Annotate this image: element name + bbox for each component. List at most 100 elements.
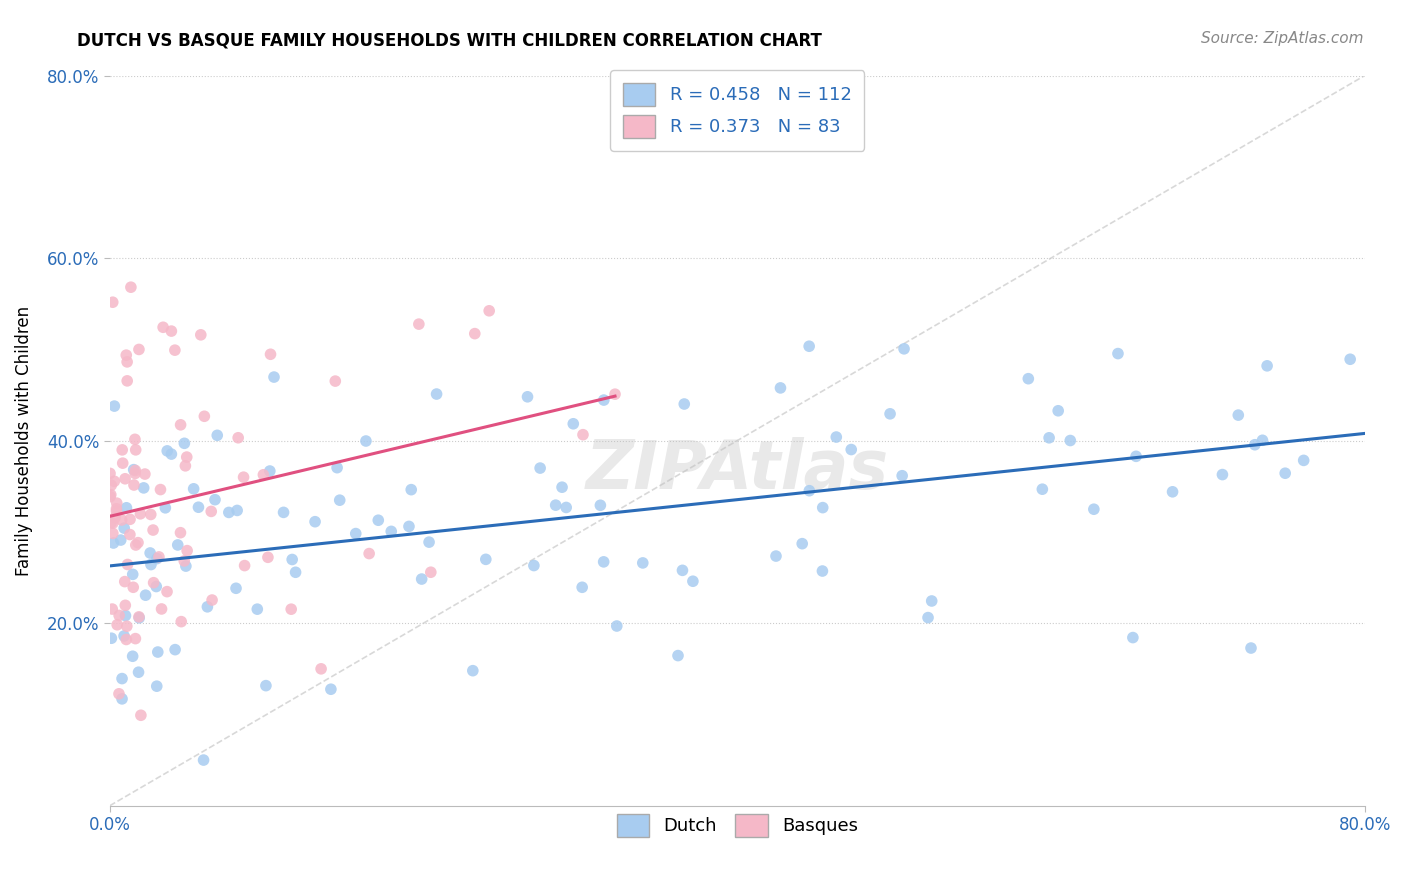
Point [145,679,167,693]
Point [326,460,349,475]
Point [121,649,143,664]
Point [252,467,274,482]
Point [103,475,125,489]
Point [354,434,377,448]
Point [631,556,654,570]
Point [122,478,145,492]
Point [128,343,150,357]
Point [207,428,229,442]
Point [111,691,134,706]
Point [1274,467,1296,481]
Point [127,535,149,549]
Point [592,555,614,569]
Point [1017,372,1039,386]
Point [187,500,209,515]
Point [155,500,177,515]
Point [111,442,134,457]
Point [114,608,136,623]
Point [139,558,162,572]
Point [174,559,197,574]
Point [551,480,574,494]
Point [122,463,145,477]
Point [129,708,152,723]
Point [917,610,939,624]
Point [101,602,124,616]
Point [1031,482,1053,496]
Point [200,504,222,518]
Point [475,552,498,566]
Point [201,593,224,607]
Point [765,549,787,563]
Point [129,507,152,521]
Point [418,535,440,549]
Point [183,482,205,496]
Point [125,538,148,552]
Point [108,608,131,623]
Point [571,580,593,594]
Point [124,463,146,477]
Point [523,558,546,573]
Point [169,525,191,540]
Legend: Dutch, Basques: Dutch, Basques [609,806,865,844]
Point [555,500,578,515]
Point [592,393,614,408]
Point [166,538,188,552]
Point [329,493,352,508]
Point [273,505,295,519]
Point [1211,467,1233,482]
Point [233,558,256,573]
Point [100,632,122,646]
Point [811,564,834,578]
Point [197,599,219,614]
Point [165,642,187,657]
Point [105,617,128,632]
Point [103,399,125,413]
Point [193,753,215,767]
Point [259,464,281,478]
Point [148,549,170,564]
Point [101,526,124,541]
Point [122,580,145,594]
Point [464,326,486,341]
Point [105,501,128,516]
Point [100,478,122,492]
Point [128,665,150,680]
Point [408,317,430,331]
Point [101,295,124,310]
Point [190,327,212,342]
Point [1256,359,1278,373]
Point [114,472,136,486]
Text: DUTCH VS BASQUE FAMILY HOUSEHOLDS WITH CHILDREN CORRELATION CHART: DUTCH VS BASQUE FAMILY HOUSEHOLDS WITH C… [77,31,823,49]
Point [682,574,704,589]
Point [606,619,628,633]
Point [98,467,121,481]
Point [115,374,138,388]
Point [1227,408,1250,422]
Point [204,492,226,507]
Point [1107,346,1129,360]
Text: Source: ZipAtlas.com: Source: ZipAtlas.com [1201,31,1364,46]
Point [111,672,134,686]
Point [284,566,307,580]
Point [156,584,179,599]
Point [105,504,128,518]
Point [117,558,139,572]
Point [124,632,146,646]
Point [134,467,156,481]
Point [1059,434,1081,448]
Point [398,519,420,533]
Point [825,430,848,444]
Point [1368,359,1391,374]
Y-axis label: Family Households with Children: Family Households with Children [15,306,32,575]
Point [572,427,595,442]
Point [103,536,125,550]
Point [218,505,240,519]
Point [1083,502,1105,516]
Point [344,526,367,541]
Point [225,582,247,596]
Point [879,407,901,421]
Point [478,303,501,318]
Point [399,483,422,497]
Point [169,417,191,432]
Point [1244,438,1267,452]
